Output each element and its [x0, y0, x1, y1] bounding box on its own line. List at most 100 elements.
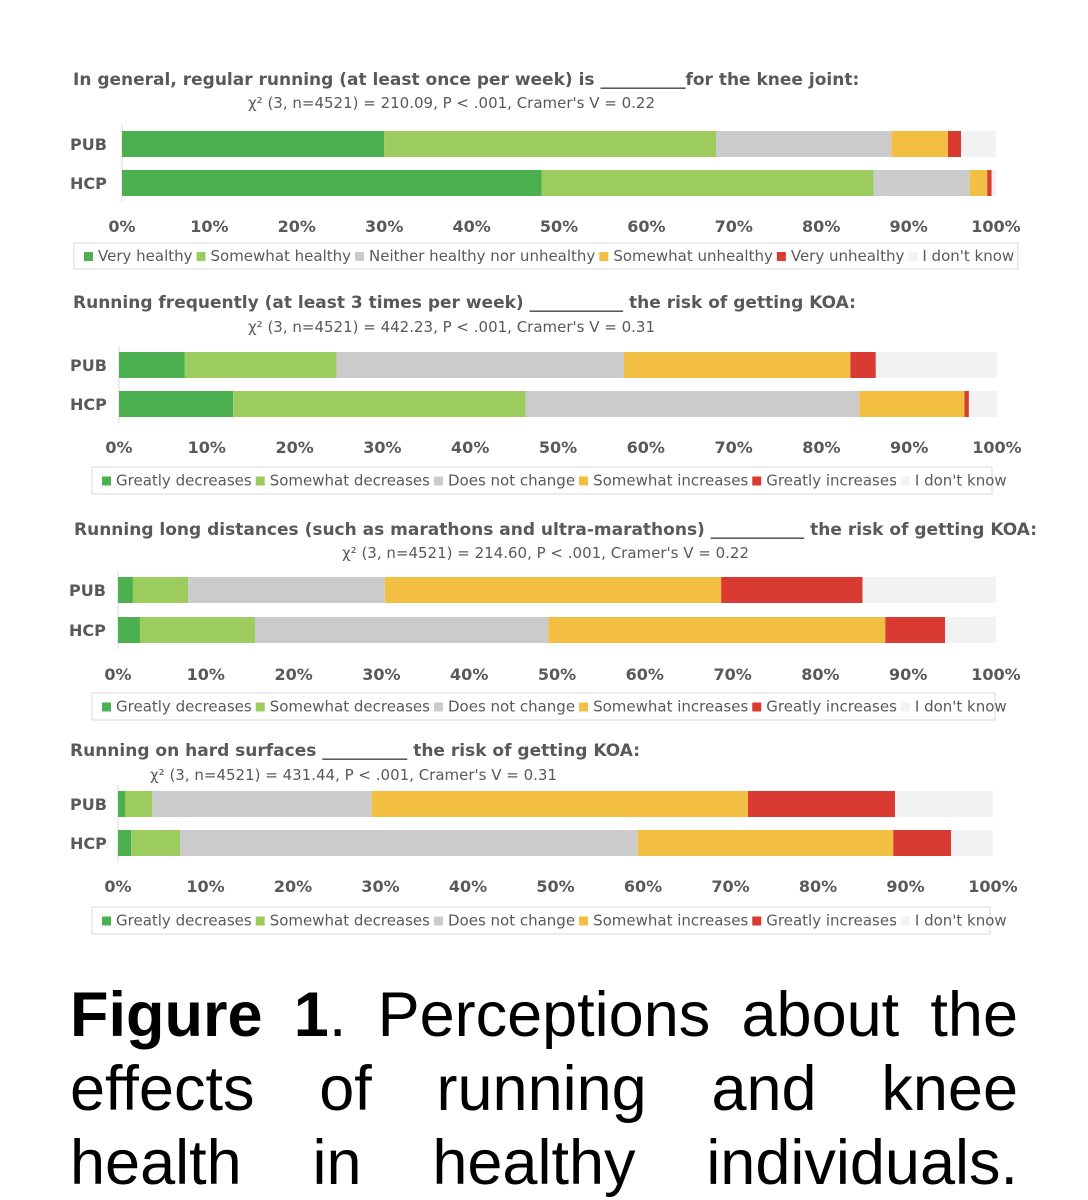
x-tick-label: 40% [452, 217, 490, 236]
x-tick-label: 70% [711, 877, 749, 896]
bar-segment [947, 131, 962, 157]
bar-segment [119, 391, 234, 417]
x-tick-label: 100% [971, 665, 1020, 684]
legend-swatch [433, 916, 443, 926]
legend-label: Neither healthy nor unhealthy [369, 247, 595, 265]
legend-label: Greatly increases [766, 912, 897, 930]
x-tick-label: 70% [715, 217, 753, 236]
chart-subtitle: χ² (3, n=4521) = 210.09, P < .001, Crame… [248, 94, 655, 112]
x-tick-label: 30% [362, 665, 400, 684]
bar-segment [951, 830, 993, 856]
x-tick-label: 20% [278, 217, 316, 236]
bar-segment [184, 352, 337, 378]
figure-caption-label: Figure 1 [70, 980, 329, 1050]
x-tick-label: 0% [104, 877, 131, 896]
legend-swatch [433, 476, 443, 486]
x-tick-label: 10% [188, 438, 226, 457]
bar-segment [850, 352, 876, 378]
x-tick-label: 100% [972, 438, 1021, 457]
category-label: HCP [70, 395, 107, 414]
x-tick-label: 30% [363, 438, 401, 457]
bar-segment [132, 577, 189, 603]
category-label: PUB [70, 135, 107, 154]
bar-segment [991, 170, 996, 196]
bar-segment [541, 170, 874, 196]
legend-box [91, 692, 996, 721]
bar-segment [891, 131, 948, 157]
chart-subtitle: χ² (3, n=4521) = 442.23, P < .001, Crame… [248, 318, 655, 336]
legend-label: Greatly decreases [116, 912, 252, 930]
legend-swatch [900, 702, 910, 712]
legend-swatch [900, 916, 910, 926]
bar-segment [180, 830, 638, 856]
x-tick-label: 60% [627, 438, 665, 457]
legend-label: Greatly decreases [116, 698, 252, 716]
x-tick-label: 0% [104, 665, 131, 684]
bar-segment [862, 577, 996, 603]
x-tick-label: 50% [536, 877, 574, 896]
legend-label: I don't know [915, 472, 1007, 490]
bar-segment [637, 830, 894, 856]
legend-label: Very healthy [98, 247, 193, 265]
legend-label: Does not change [448, 698, 575, 716]
legend-swatch [579, 916, 589, 926]
legend-swatch [579, 702, 589, 712]
x-tick-label: 90% [889, 665, 927, 684]
legend-label: Somewhat decreases [270, 472, 430, 490]
figure-caption-text: . Perceptions about the effects of runni… [70, 980, 1018, 1198]
legend-label: Greatly increases [766, 472, 897, 490]
x-tick-label: 80% [799, 877, 837, 896]
x-tick-label: 100% [968, 877, 1017, 896]
bar-segment [964, 391, 969, 417]
legend-swatch [102, 476, 111, 486]
x-tick-label: 100% [971, 217, 1020, 236]
bar-segment [254, 617, 549, 643]
bar-segment [721, 577, 863, 603]
legend-label: Somewhat healthy [211, 247, 352, 265]
chart-title: Running on hard surfaces __________ the … [70, 741, 640, 761]
legend-label: Somewhat increases [593, 472, 748, 490]
figure-charts: In general, regular running (at least on… [69, 70, 1037, 935]
bar-segment [873, 170, 970, 196]
bar-segment [548, 617, 886, 643]
legend-swatch [752, 476, 762, 486]
bar-segment [118, 830, 132, 856]
bar-segment [875, 352, 997, 378]
x-tick-label: 50% [539, 438, 577, 457]
legend-label: Greatly decreases [116, 472, 252, 490]
bar-segment [623, 352, 851, 378]
x-tick-label: 60% [624, 877, 662, 896]
bar-segment [371, 791, 748, 817]
bar-segment [118, 617, 140, 643]
x-tick-label: 80% [802, 438, 840, 457]
figure-caption: Figure 1. Perceptions about the effects … [70, 978, 1018, 1200]
legend-swatch [776, 252, 786, 261]
chart-title: Running frequently (at least 3 times per… [73, 293, 856, 313]
legend-box [91, 906, 991, 935]
bar-segment [859, 391, 965, 417]
x-tick-label: 70% [713, 665, 751, 684]
legend-swatch [102, 702, 111, 712]
bar-segment [122, 131, 385, 157]
x-tick-label: 80% [801, 665, 839, 684]
x-tick-label: 20% [274, 665, 312, 684]
category-label: PUB [69, 581, 106, 600]
x-tick-label: 10% [190, 217, 228, 236]
bar-segment [188, 577, 385, 603]
x-tick-label: 20% [275, 438, 313, 457]
legend-swatch [255, 916, 265, 926]
category-label: HCP [69, 621, 106, 640]
x-tick-label: 50% [538, 665, 576, 684]
legend-swatch [433, 702, 443, 712]
legend-swatch [752, 702, 762, 712]
legend-label: I don't know [915, 912, 1007, 930]
category-label: HCP [70, 834, 107, 853]
legend-label: Very unhealthy [791, 247, 905, 265]
chart-title: Running long distances (such as marathon… [74, 520, 1037, 540]
bar-segment [748, 791, 895, 817]
category-label: PUB [70, 795, 107, 814]
bar-segment [384, 131, 717, 157]
bar-segment [885, 617, 946, 643]
x-tick-label: 10% [187, 665, 225, 684]
legend-label: Greatly increases [766, 698, 897, 716]
